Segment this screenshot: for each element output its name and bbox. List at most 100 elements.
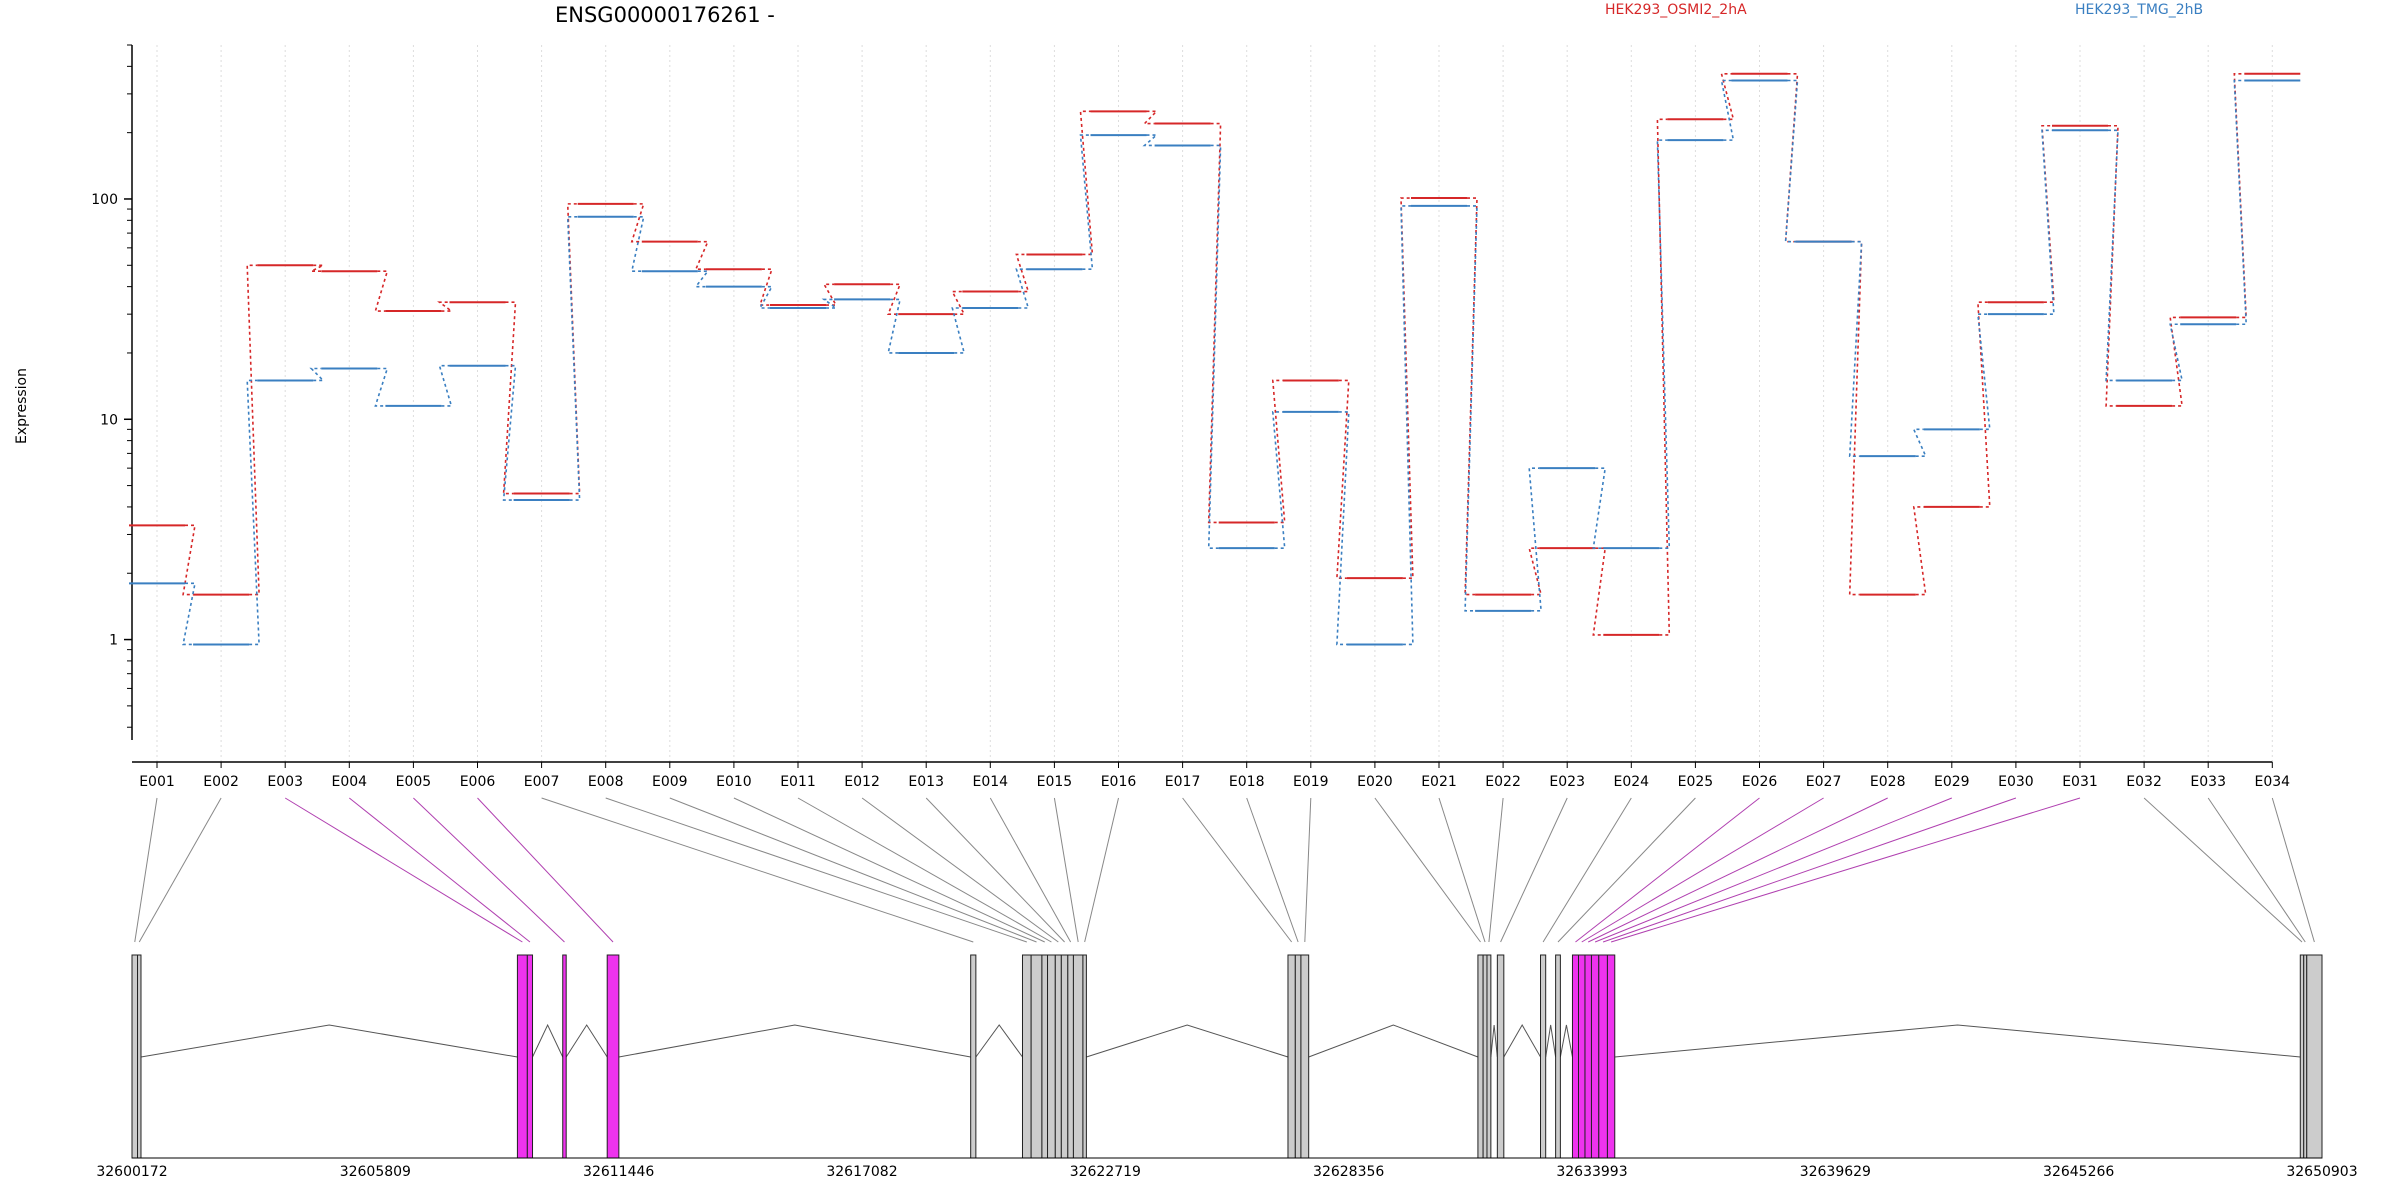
series-1-transition: [1015, 268, 1030, 309]
x-tick-label-E021: E021: [1421, 774, 1457, 790]
intron-line: [1308, 1024, 1479, 1058]
connector-E019: [1304, 797, 1312, 943]
connector-E004: [348, 797, 531, 943]
coord-tick-label: 32617082: [826, 1164, 897, 1180]
connector-E007: [541, 797, 974, 943]
y-axis-label: Expression: [14, 368, 30, 444]
x-tick-label-E034: E034: [2255, 774, 2291, 790]
series-1-transition: [182, 582, 196, 646]
series-1-transition: [887, 298, 902, 354]
y-axis: 1 10 100: [91, 44, 133, 740]
exon-box-E010: [1041, 954, 1049, 1159]
x-tick-label-E017: E017: [1165, 774, 1201, 790]
connector-E005: [413, 797, 565, 943]
exon-box-E019: [1300, 954, 1310, 1159]
connector-E013: [925, 797, 1065, 943]
exon-box-E005: [562, 954, 567, 1159]
exon-box-E009: [1030, 954, 1043, 1159]
series-1-transition: [1142, 134, 1159, 147]
exon-box-E003: [516, 954, 528, 1159]
series-0-transition: [182, 524, 196, 596]
connector-E030: [1602, 797, 2017, 943]
exon-box-E023: [1496, 954, 1505, 1159]
exon-box-E007: [970, 954, 977, 1159]
series-0-transition: [1271, 379, 1286, 524]
series-1-transition: [1592, 467, 1607, 549]
coord-tick-label: 32645266: [2043, 1164, 2114, 1180]
x-tick-label-E033: E033: [2190, 774, 2226, 790]
series-0-transition: [950, 290, 966, 315]
x-tick-label-E031: E031: [2062, 774, 2098, 790]
x-tick-label-E023: E023: [1549, 774, 1585, 790]
exon-box-E020: [1477, 954, 1484, 1159]
series-1-transition: [2169, 323, 2184, 382]
coord-tick-label: 32650903: [2286, 1164, 2357, 1180]
exon-box-E034: [2306, 954, 2323, 1159]
coord-tick-label: 32639629: [1800, 1164, 1871, 1180]
series-0-transition: [246, 264, 260, 596]
coord-tick-label: 32622719: [1070, 1164, 1141, 1180]
series-1-transition: [2041, 129, 2055, 315]
x-tick-label-E012: E012: [844, 774, 880, 790]
exon-box-E012: [1054, 954, 1062, 1159]
connector-E008: [605, 797, 1027, 943]
exon-box-E011: [1047, 954, 1056, 1159]
x-tick-label-E006: E006: [460, 774, 496, 790]
series-0-transition: [1720, 73, 1735, 121]
series-1-transition: [1977, 313, 1991, 431]
exon-box-E001: [131, 954, 139, 1159]
series-0-transition: [694, 240, 710, 270]
exon-box-E017: [1287, 954, 1296, 1159]
series-0-transition: [1207, 122, 1222, 524]
series-1-transition: [1079, 134, 1094, 270]
series-1-transition: [309, 367, 326, 382]
legend-entry-tmg: HEK293_TMG_2hB: [2075, 2, 2203, 18]
exon-box-E021: [1482, 954, 1488, 1159]
exon-box-E028: [1584, 954, 1592, 1159]
x-tick-label-E013: E013: [908, 774, 944, 790]
series-0-transition: [630, 203, 645, 243]
series-0-transition: [1079, 110, 1094, 256]
series-0-transition: [566, 203, 581, 495]
intron-line: [975, 1024, 1023, 1058]
series-1-transition: [502, 364, 517, 501]
exon-box-E029: [1590, 954, 1600, 1159]
series-1-transition: [1336, 411, 1350, 646]
y-tick-label: 10: [100, 412, 118, 428]
connector-E031: [1610, 797, 2081, 943]
x-tick-label-E032: E032: [2126, 774, 2162, 790]
x-tick-label-E005: E005: [396, 774, 432, 790]
x-tick-label-E026: E026: [1742, 774, 1778, 790]
x-tick-label-E001: E001: [139, 774, 175, 790]
series-1-transition: [374, 367, 389, 407]
series-1-transition: [566, 216, 581, 501]
connector-E012: [861, 797, 1059, 943]
y-tick-label: 100: [91, 192, 118, 208]
series-1-transition: [630, 216, 645, 273]
series-1-transition: [1912, 428, 1927, 457]
connector-E028: [1587, 797, 1888, 943]
series-1-transition: [694, 270, 710, 288]
x-tick-label-E014: E014: [973, 774, 1009, 790]
exon-connectors: [134, 797, 2315, 943]
genomic-coordinate-axis: 32600172 32605809 32611446 32617082 32622719…: [96, 1157, 2358, 1180]
exon-box-E025: [1555, 954, 1561, 1159]
x-tick-label-E011: E011: [780, 774, 816, 790]
connector-E009: [669, 797, 1037, 943]
intron-line: [1490, 1024, 1498, 1058]
series-0-transition: [1592, 547, 1607, 636]
series-1-transition: [1464, 205, 1478, 612]
series-1-transition: [1784, 79, 1799, 243]
series-0-transition: [1912, 506, 1927, 596]
x-tick-label-E002: E002: [203, 774, 239, 790]
coord-tick-label: 32633993: [1556, 1164, 1627, 1180]
exon-box-E018: [1294, 954, 1302, 1159]
x-tick-label-E007: E007: [524, 774, 560, 790]
series-0-transition: [822, 283, 838, 306]
connector-E014: [989, 797, 1072, 943]
coord-tick-label: 32628356: [1313, 1164, 1384, 1180]
intron-line: [1559, 1024, 1573, 1058]
x-tick-label-E016: E016: [1101, 774, 1137, 790]
series-0-transition: [2169, 316, 2184, 407]
